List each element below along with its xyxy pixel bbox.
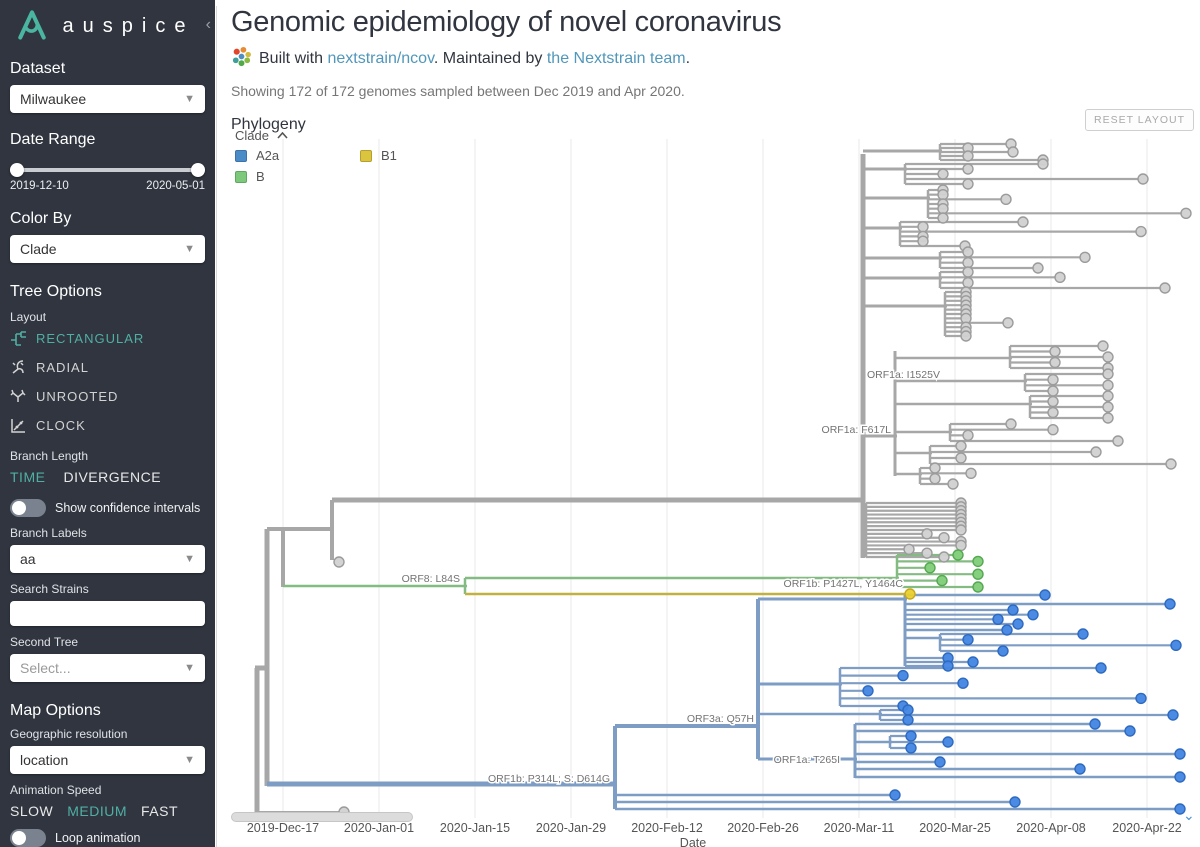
confidence-toggle-label: Show confidence intervals [55, 501, 201, 515]
animation-speed-label: Animation Speed [10, 783, 102, 797]
chevron-down-icon: ▼ [184, 553, 195, 565]
color-by-label: Color By [10, 210, 72, 227]
built-with-text: Built with [259, 50, 328, 67]
svg-text:ORF1a: F617L: ORF1a: F617L [822, 424, 892, 436]
nextstrain-logo-icon [231, 46, 252, 72]
ncov-link[interactable]: nextstrain/ncov [327, 50, 434, 67]
slider-handle-end[interactable] [191, 163, 205, 177]
svg-text:2020-Feb-26: 2020-Feb-26 [727, 821, 799, 835]
chevron-down-icon: ▼ [184, 243, 195, 255]
confidence-toggle-row: Show confidence intervals [10, 499, 205, 517]
second-tree-label: Second Tree [10, 635, 79, 649]
svg-text:2020-Jan-01: 2020-Jan-01 [344, 821, 414, 835]
main-content: Genomic epidemiology of novel coronaviru… [216, 6, 1200, 847]
legend-swatch-a2a [235, 149, 247, 162]
legend-swatch-b [235, 170, 247, 183]
auspice-logo-icon [14, 6, 50, 47]
dataset-select[interactable]: Milwaukee ▼ [10, 85, 205, 113]
date-range-label: Date Range [10, 131, 96, 148]
branch-length-time[interactable]: TIME [10, 469, 46, 485]
legend-item-b[interactable]: B [235, 169, 288, 184]
geo-resolution-select[interactable]: location ▼ [10, 746, 205, 774]
unrooted-layout-icon [10, 388, 36, 405]
radial-layout-icon [10, 359, 36, 376]
speed-medium[interactable]: MEDIUM [67, 803, 128, 819]
svg-text:ORF1b: P1427L, Y1464C: ORF1b: P1427L, Y1464C [784, 578, 904, 590]
branch-length-label: Branch Length [10, 449, 89, 463]
panel-chevron-down-icon[interactable]: ⌄ [1183, 807, 1195, 823]
sidebar: auspice ‹ Dataset Milwaukee ▼ Date Range… [0, 0, 215, 847]
date-range-end: 2020-05-01 [146, 180, 205, 192]
layout-option-unrooted[interactable]: UNROOTED [10, 382, 205, 411]
svg-text:2020-Mar-11: 2020-Mar-11 [824, 821, 895, 835]
svg-text:ORF1a: T265I: ORF1a: T265I [774, 754, 840, 766]
layout-option-rectangular[interactable]: RECTANGULAR [10, 324, 205, 353]
rectangular-layout-icon [10, 330, 36, 347]
svg-text:2019-Dec-17: 2019-Dec-17 [247, 821, 319, 835]
date-range-slider[interactable] [10, 163, 205, 177]
genome-count-status: Showing 172 of 172 genomes sampled betwe… [231, 83, 685, 99]
map-options-title: Map Options [10, 702, 101, 719]
chevron-up-icon [277, 132, 288, 139]
slider-handle-start[interactable] [10, 163, 24, 177]
branch-labels-select[interactable]: aa ▼ [10, 545, 205, 573]
loop-animation-toggle[interactable] [10, 829, 46, 847]
chevron-down-icon: ▼ [184, 93, 195, 105]
clock-layout-icon [10, 417, 36, 434]
chevron-down-icon: ▼ [184, 662, 195, 674]
branch-length-divergence[interactable]: DIVERGENCE [63, 469, 162, 485]
page-title: Genomic epidemiology of novel coronaviru… [231, 6, 782, 38]
svg-text:ORF1a: I1525V: ORF1a: I1525V [867, 369, 940, 381]
search-strains-label: Search Strains [10, 582, 89, 596]
svg-text:2020-Apr-22: 2020-Apr-22 [1112, 821, 1182, 835]
slider-track[interactable] [10, 168, 205, 172]
confidence-toggle[interactable] [10, 499, 46, 517]
speed-slow[interactable]: SLOW [10, 803, 54, 819]
layout-option-clock[interactable]: CLOCK [10, 411, 205, 440]
byline: Built with nextstrain/ncov. Maintained b… [231, 46, 1200, 72]
chevron-down-icon: ▼ [184, 754, 195, 766]
nextstrain-team-link[interactable]: the Nextstrain team [546, 50, 686, 67]
svg-text:Date: Date [680, 836, 706, 847]
branch-labels-label: Branch Labels [10, 526, 87, 540]
legend-title: Clade [235, 128, 269, 143]
app-title: auspice [62, 14, 195, 37]
second-tree-select[interactable]: Select... ▼ [10, 654, 205, 682]
dataset-label: Dataset [10, 60, 66, 77]
legend-header[interactable]: Clade [235, 128, 288, 143]
loop-toggle-row: Loop animation [10, 829, 205, 847]
svg-text:2020-Jan-15: 2020-Jan-15 [440, 821, 510, 835]
tree-horizontal-scrollbar[interactable] [231, 812, 413, 822]
logo-row: auspice ‹ [10, 6, 211, 47]
tree-options-title: Tree Options [10, 283, 102, 300]
svg-text:2020-Mar-25: 2020-Mar-25 [919, 821, 991, 835]
legend-swatch-b1 [360, 149, 372, 162]
layout-option-radial[interactable]: RADIAL [10, 353, 205, 382]
reset-layout-button[interactable]: RESET LAYOUT [1085, 109, 1194, 131]
svg-text:ORF8: L84S: ORF8: L84S [402, 573, 460, 585]
layout-label: Layout [10, 310, 47, 324]
search-strains-input[interactable] [10, 601, 205, 626]
legend-item-a2a[interactable]: A2a [235, 148, 288, 163]
phylogeny-tree[interactable]: ORF1a: I1525V ORF1a: F617L ORF8: L84S ORF1b… [228, 129, 1196, 847]
date-range-start: 2019-12-10 [10, 180, 69, 192]
legend-item-b1[interactable]: B1 [360, 148, 397, 163]
color-by-select[interactable]: Clade ▼ [10, 235, 205, 263]
svg-text:2020-Feb-12: 2020-Feb-12 [631, 821, 703, 835]
sidebar-collapse-icon[interactable]: ‹ [205, 16, 211, 33]
geo-resolution-label: Geographic resolution [10, 727, 128, 741]
clade-legend: Clade A2a B B1 [235, 128, 397, 190]
svg-text:2020-Apr-08: 2020-Apr-08 [1016, 821, 1086, 835]
svg-text:ORF1b: P314L; S: D614G: ORF1b: P314L; S: D614G [488, 773, 610, 785]
loop-animation-label: Loop animation [55, 831, 141, 845]
svg-text:ORF3a: Q57H: ORF3a: Q57H [687, 713, 754, 725]
svg-text:2020-Jan-29: 2020-Jan-29 [536, 821, 606, 835]
phylogeny-panel-title: Phylogeny [231, 116, 306, 133]
speed-fast[interactable]: FAST [141, 803, 179, 819]
